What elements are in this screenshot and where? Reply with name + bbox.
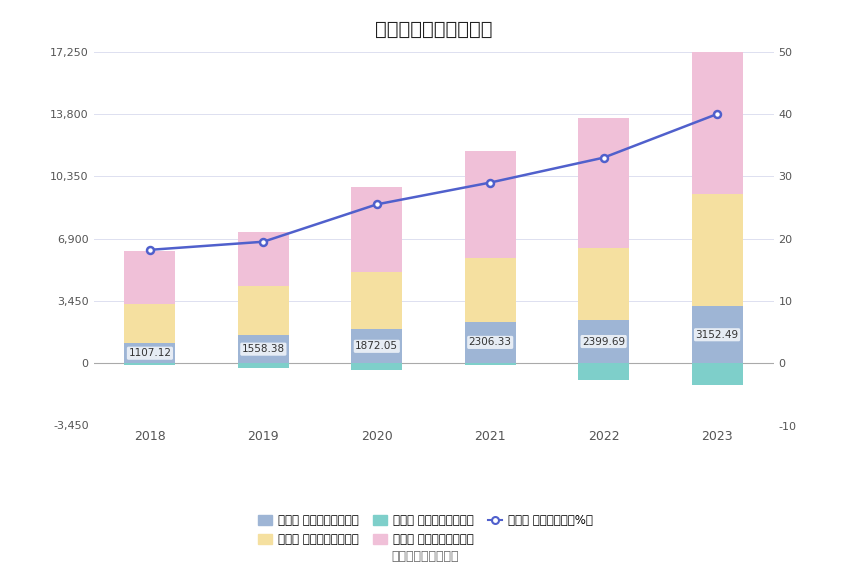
Text: 3152.49: 3152.49 <box>695 329 739 340</box>
Text: 2399.69: 2399.69 <box>582 336 626 347</box>
Text: 2306.33: 2306.33 <box>468 338 512 347</box>
Bar <box>238 286 289 335</box>
Title: 历年期间费用变化情况: 历年期间费用变化情况 <box>375 20 492 39</box>
Legend: 左轴： 销售费用（万元）, 左轴： 管理费用（万元）, 左轴： 财务费用（万元）, 左轴： 研发费用（万元）, 右轴： 期间费用率（%）: 左轴： 销售费用（万元）, 左轴： 管理费用（万元）, 左轴： 财务费用（万元）… <box>258 514 592 546</box>
Bar <box>124 343 175 363</box>
Text: 1107.12: 1107.12 <box>128 348 172 358</box>
Bar <box>465 151 516 258</box>
Bar <box>124 363 175 365</box>
Bar <box>238 232 289 286</box>
Text: 1558.38: 1558.38 <box>241 344 285 354</box>
Bar <box>351 187 402 271</box>
Bar <box>351 271 402 329</box>
Bar <box>238 363 289 368</box>
Bar <box>692 194 743 306</box>
Bar <box>351 329 402 363</box>
Bar <box>465 363 516 365</box>
Bar <box>465 321 516 363</box>
Bar <box>578 118 629 248</box>
Bar <box>692 306 743 363</box>
Bar <box>351 363 402 370</box>
Bar <box>578 363 629 380</box>
Bar <box>465 258 516 321</box>
Bar <box>692 363 743 385</box>
Text: 数据来源：恒生聚源: 数据来源：恒生聚源 <box>391 550 459 564</box>
Bar <box>578 248 629 320</box>
Bar <box>124 304 175 343</box>
Bar <box>238 335 289 363</box>
Bar <box>578 320 629 363</box>
Bar <box>124 251 175 304</box>
Text: 1872.05: 1872.05 <box>355 342 399 351</box>
Bar <box>692 36 743 194</box>
